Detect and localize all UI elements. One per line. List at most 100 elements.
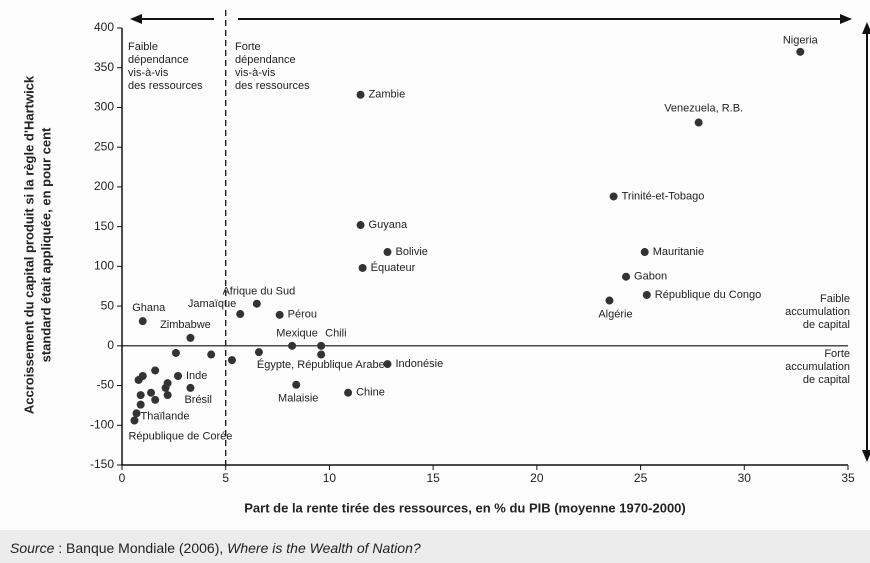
arrow-head [130, 14, 142, 24]
y-tick-label: 250 [94, 139, 114, 153]
point [356, 221, 365, 230]
point-label: Malaisie [278, 393, 318, 405]
point [356, 90, 365, 99]
point-label: Bolivie [396, 246, 428, 258]
y-tick-label: 150 [94, 219, 114, 233]
point-label: Équateur [371, 261, 416, 274]
point-label: République de Corée [128, 430, 232, 442]
point-label: Afrique du Sud [222, 286, 295, 298]
x-tick-label: 10 [323, 471, 337, 485]
y-tick-label: 200 [94, 179, 114, 193]
point [622, 272, 631, 281]
point [151, 366, 160, 375]
point [138, 317, 147, 326]
point [275, 310, 284, 319]
point [136, 400, 145, 409]
point-label: Chili [325, 328, 346, 340]
x-axis-title: Part de la rente tirée des ressources, e… [244, 500, 685, 515]
x-tick-label: 20 [530, 471, 544, 485]
y-axis-title: standard était appliquée, en pour cent [38, 127, 53, 362]
point-label: Zimbabwe [160, 319, 211, 331]
y-tick-label: 300 [94, 100, 114, 114]
point-label: Guyana [369, 219, 408, 231]
point [130, 416, 139, 425]
arrow-head [862, 22, 870, 34]
point [134, 375, 143, 384]
point [147, 388, 156, 397]
annotation: des ressources [235, 80, 310, 92]
y-tick-label: -150 [90, 457, 114, 471]
point [136, 391, 145, 400]
y-tick-label: -100 [90, 417, 114, 431]
x-tick-label: 35 [841, 471, 855, 485]
point [227, 356, 236, 365]
point [609, 192, 618, 201]
source-band [0, 530, 870, 563]
annotation: de capital [803, 319, 850, 331]
point-label: Pérou [288, 309, 317, 321]
annotation: Forte [235, 41, 261, 53]
point [207, 350, 216, 359]
y-tick-label: -50 [97, 378, 115, 392]
point-label: Trinité-et-Tobago [622, 190, 705, 202]
point [640, 248, 649, 257]
point-label: Gabon [634, 271, 667, 283]
point-label: Égypte, République Arabe [257, 358, 385, 371]
point-label: Ghana [132, 302, 166, 314]
annotation: de capital [803, 374, 850, 386]
source-text: : Banque Mondiale (2006), [54, 540, 227, 556]
annotation: vis-à-vis [235, 67, 276, 79]
point [796, 47, 805, 56]
y-axis-title: Accroissement du capital produit si la r… [21, 75, 36, 414]
annotation: dépendance [235, 54, 296, 66]
annotation: vis-à-vis [128, 67, 169, 79]
point [605, 296, 614, 305]
point [236, 310, 245, 319]
point-label: Venezuela, R.B. [664, 102, 743, 114]
annotation: accumulation [785, 306, 850, 318]
point-label: Inde [186, 370, 207, 382]
point [288, 341, 297, 350]
point-label: Mexique [276, 328, 318, 340]
point [694, 118, 703, 127]
y-tick-label: 50 [101, 298, 115, 312]
point-label: Thaïlande [141, 410, 190, 422]
point-label: Indonésie [396, 358, 444, 370]
point-label: Zambie [369, 89, 406, 101]
point [186, 333, 195, 342]
point [174, 372, 183, 381]
point [317, 350, 326, 359]
point-label: Mauritanie [653, 246, 704, 258]
point [317, 341, 326, 350]
point-label: Brésil [184, 394, 212, 406]
annotation: des ressources [128, 80, 203, 92]
point [186, 383, 195, 392]
point [344, 388, 353, 397]
background [0, 0, 870, 530]
point-label: République du Congo [655, 289, 761, 301]
point [151, 395, 160, 404]
y-tick-label: 400 [94, 20, 114, 34]
point [161, 383, 170, 392]
annotation: Faible [128, 41, 158, 53]
annotation: Faible [820, 293, 850, 305]
x-tick-label: 5 [222, 471, 229, 485]
x-tick-label: 25 [634, 471, 648, 485]
point-label: Algérie [598, 308, 632, 320]
x-tick-label: 15 [426, 471, 440, 485]
point [171, 348, 180, 357]
arrow-head [840, 14, 852, 24]
y-tick-label: 350 [94, 60, 114, 74]
y-tick-label: 0 [107, 338, 114, 352]
point [358, 263, 367, 272]
annotation: Forte [824, 348, 850, 360]
annotation: accumulation [785, 361, 850, 373]
source: Source : Banque Mondiale (2006), Where i… [10, 540, 421, 556]
source-prefix: Source [10, 540, 55, 556]
annotation: dépendance [128, 54, 189, 66]
y-tick-label: 100 [94, 259, 114, 273]
point-label: Nigeria [783, 35, 819, 47]
point [292, 380, 301, 389]
source-title: Where is the Wealth of Nation? [227, 540, 421, 556]
x-tick-label: 30 [738, 471, 752, 485]
